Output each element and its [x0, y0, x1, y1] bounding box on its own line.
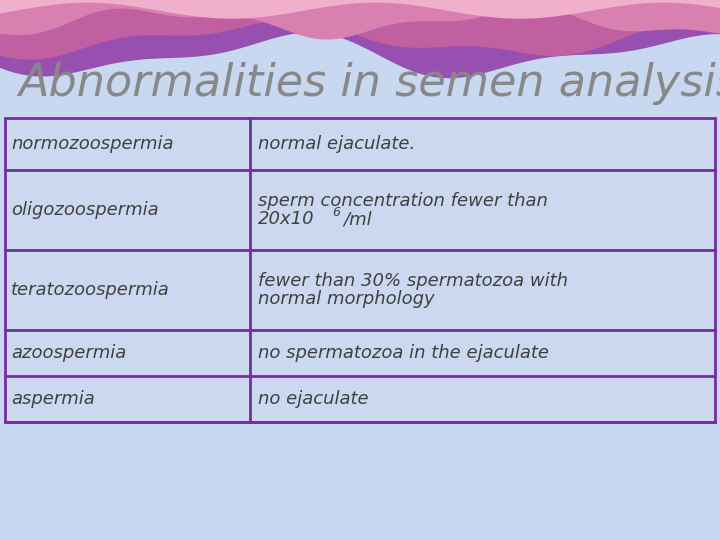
Text: Abnormalities in semen analysis: Abnormalities in semen analysis	[18, 62, 720, 105]
Text: no spermatozoa in the ejaculate: no spermatozoa in the ejaculate	[258, 344, 549, 362]
Text: sperm concentration fewer than: sperm concentration fewer than	[258, 192, 548, 210]
Text: normal ejaculate.: normal ejaculate.	[258, 135, 415, 153]
Text: /ml: /ml	[343, 210, 372, 228]
Bar	[5, 376, 715, 422]
Text: 6: 6	[332, 206, 340, 219]
Text: teratozoospermia: teratozoospermia	[11, 281, 170, 299]
Text: no ejaculate: no ejaculate	[258, 390, 369, 408]
Text: oligozoospermia: oligozoospermia	[11, 201, 158, 219]
Text: 20x10: 20x10	[258, 210, 315, 228]
Bar	[5, 118, 715, 422]
Bar	[5, 118, 715, 170]
Text: aspermia: aspermia	[11, 390, 95, 408]
Text: normal morphology: normal morphology	[258, 290, 435, 308]
Bar	[5, 170, 715, 250]
Bar	[5, 250, 715, 330]
Bar	[5, 330, 715, 376]
Text: azoospermia: azoospermia	[11, 344, 126, 362]
Text: fewer than 30% spermatozoa with: fewer than 30% spermatozoa with	[258, 272, 568, 290]
Text: normozoospermia: normozoospermia	[11, 135, 174, 153]
